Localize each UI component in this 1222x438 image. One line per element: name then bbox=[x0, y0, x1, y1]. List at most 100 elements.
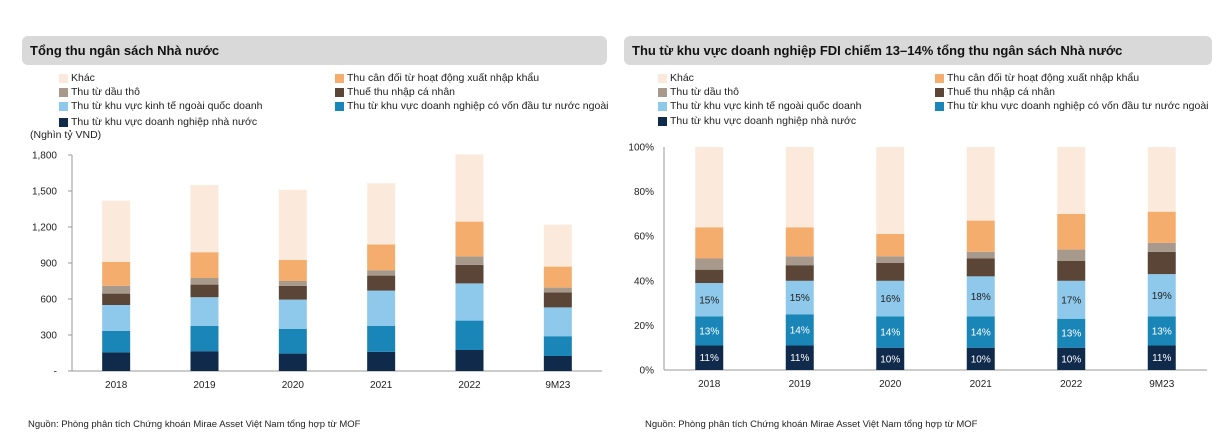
bar-segment-dau-tho bbox=[1057, 249, 1086, 261]
bar-segment-khac bbox=[455, 154, 484, 222]
bar-segment-ngoai-quoc-doanh bbox=[367, 290, 396, 326]
bar-segment-khac bbox=[367, 183, 396, 245]
legend-label: Thu từ khu vực doanh nghiệp nhà nước bbox=[71, 116, 258, 128]
x-tick-label: 2018 bbox=[698, 379, 721, 390]
source-note: Nguồn: Phòng phân tích Chứng khoán Mirae… bbox=[28, 419, 361, 430]
legend-item-dau-tho: Thu từ dầu thô bbox=[59, 86, 140, 98]
chart-panel-total-revenue: Tổng thu ngân sách Nhà nước Khác Thu cân… bbox=[0, 0, 612, 430]
legend-item-thue-tncn: Thuế thu nhập cá nhân bbox=[935, 86, 1055, 98]
data-label: 18% bbox=[971, 292, 991, 303]
legend-swatch bbox=[658, 101, 667, 111]
bar-segment-dnnn bbox=[278, 353, 307, 371]
legend-swatch bbox=[658, 73, 667, 83]
data-label: 10% bbox=[880, 354, 900, 365]
legend-label: Khác bbox=[71, 72, 95, 84]
legend-swatch bbox=[935, 87, 944, 97]
bar-segment-fdi bbox=[190, 326, 219, 352]
bar-segment-dau-tho bbox=[278, 281, 307, 286]
chart-legend: Khác Thu cân đối từ hoạt động xuất nhập … bbox=[0, 0, 612, 130]
bar-segment-can-doi-xnk bbox=[190, 252, 219, 278]
legend-swatch bbox=[658, 116, 667, 126]
bar-segment-fdi bbox=[102, 330, 131, 353]
x-tick-label: 9M23 bbox=[1149, 379, 1174, 390]
bar-segment-dau-tho bbox=[543, 287, 572, 293]
unit-label: (Nghìn tỷ VND) bbox=[30, 129, 102, 141]
legend-swatch bbox=[658, 87, 667, 97]
chart-title: Thu từ khu vực doanh nghiệp FDI chiếm 13… bbox=[624, 36, 1212, 65]
chart-title: Tổng thu ngân sách Nhà nước bbox=[22, 36, 607, 65]
bar-segment-thue-tncn bbox=[190, 284, 219, 298]
legend-label: Thu từ dầu thô bbox=[670, 86, 739, 98]
data-label: 19% bbox=[1152, 291, 1172, 302]
bar-segment-khac bbox=[190, 185, 219, 253]
legend-item-dnnn: Thu từ khu vực doanh nghiệp nhà nước bbox=[59, 116, 257, 128]
legend-swatch bbox=[335, 101, 344, 111]
x-tick-label: 2018 bbox=[105, 380, 128, 391]
data-label: 13% bbox=[699, 326, 719, 337]
bar-segment-fdi bbox=[785, 314, 814, 346]
data-label: 14% bbox=[880, 328, 900, 339]
x-tick-label: 9M23 bbox=[545, 380, 570, 391]
y-tick-label: 100% bbox=[628, 143, 654, 154]
bar-segment-dnnn bbox=[1057, 347, 1086, 370]
bar-segment-thue-tncn bbox=[785, 265, 814, 281]
legend-label: Thu từ khu vực doanh nghiệp có vốn đầu t… bbox=[347, 100, 609, 112]
data-label: 11% bbox=[790, 353, 809, 364]
legend-label: Thu cân đối từ hoạt động xuất nhập khẩu bbox=[347, 72, 540, 84]
x-tick-label: 2021 bbox=[970, 379, 993, 390]
chart-legend: Khác Thu cân đối từ hoạt động xuất nhập … bbox=[620, 0, 1222, 130]
legend-item-dnnn: Thu từ khu vực doanh nghiệp nhà nước bbox=[658, 115, 856, 127]
x-tick-label: 2022 bbox=[1060, 379, 1083, 390]
y-tick-label: 1,200 bbox=[32, 223, 57, 234]
bar-segment-fdi bbox=[966, 316, 995, 348]
bar-segment-dau-tho bbox=[455, 256, 484, 265]
y-tick-label: - bbox=[54, 367, 57, 378]
y-tick-label: 60% bbox=[634, 232, 654, 243]
bar-segment-can-doi-xnk bbox=[695, 227, 724, 259]
bar-segment-ngoai-quoc-doanh bbox=[876, 280, 905, 317]
data-label: 10% bbox=[971, 354, 991, 365]
x-tick-label: 2020 bbox=[282, 380, 305, 391]
bar-segment-can-doi-xnk bbox=[367, 244, 396, 271]
x-tick-label: 2020 bbox=[879, 379, 902, 390]
legend-label: Thu cân đối từ hoạt động xuất nhập khẩu bbox=[947, 72, 1140, 84]
bar-segment-ngoai-quoc-doanh bbox=[785, 280, 814, 315]
bar-segment-thue-tncn bbox=[966, 258, 995, 277]
legend-item-ngoai-quoc-doanh: Thu từ khu vực kinh tế ngoài quốc doanh bbox=[658, 100, 862, 112]
data-label: 14% bbox=[790, 325, 810, 336]
bar-segment-dnnn bbox=[543, 356, 572, 371]
bar-segment-can-doi-xnk bbox=[966, 220, 995, 252]
bar-segment-khac bbox=[695, 147, 724, 228]
source-note: Nguồn: Phòng phân tích Chứng khoán Mirae… bbox=[645, 419, 978, 430]
bar-segment-fdi bbox=[543, 336, 572, 356]
bar-segment-thue-tncn bbox=[543, 292, 572, 308]
legend-swatch bbox=[935, 73, 944, 83]
bar-segment-can-doi-xnk bbox=[455, 221, 484, 257]
legend-swatch bbox=[59, 87, 68, 97]
bar-segment-dnnn bbox=[367, 351, 396, 371]
legend-label: Thu từ khu vực doanh nghiệp nhà nước bbox=[670, 115, 857, 127]
legend-item-can-doi-xnk: Thu cân đối từ hoạt động xuất nhập khẩu bbox=[335, 72, 539, 84]
legend-item-can-doi-xnk: Thu cân đối từ hoạt động xuất nhập khẩu bbox=[935, 72, 1139, 84]
bar-segment-ngoai-quoc-doanh bbox=[190, 297, 219, 326]
legend-label: Thu từ dầu thô bbox=[71, 86, 140, 98]
y-tick-label: 0% bbox=[640, 366, 655, 377]
data-label: 11% bbox=[1152, 353, 1171, 364]
bar-segment-dnnn bbox=[190, 351, 219, 371]
bar-segment-thue-tncn bbox=[1147, 251, 1176, 275]
bar-segment-dau-tho bbox=[367, 270, 396, 276]
bar-segment-khac bbox=[102, 200, 131, 262]
bar-segment-thue-tncn bbox=[455, 264, 484, 284]
chart-panel-fdi-share: Thu từ khu vực doanh nghiệp FDI chiếm 13… bbox=[620, 0, 1222, 438]
x-tick-label: 2022 bbox=[458, 380, 481, 391]
bar-segment-dau-tho bbox=[876, 256, 905, 263]
bar-segment-thue-tncn bbox=[278, 285, 307, 300]
bar-segment-khac bbox=[966, 147, 995, 221]
legend-swatch bbox=[59, 117, 68, 127]
bar-segment-ngoai-quoc-doanh bbox=[695, 283, 724, 317]
bar-segment-khac bbox=[278, 189, 307, 260]
x-tick-label: 2021 bbox=[370, 380, 393, 391]
bar-segment-dau-tho bbox=[785, 256, 814, 266]
y-tick-label: 1,800 bbox=[32, 151, 57, 162]
bar-segment-dnnn bbox=[966, 347, 995, 370]
